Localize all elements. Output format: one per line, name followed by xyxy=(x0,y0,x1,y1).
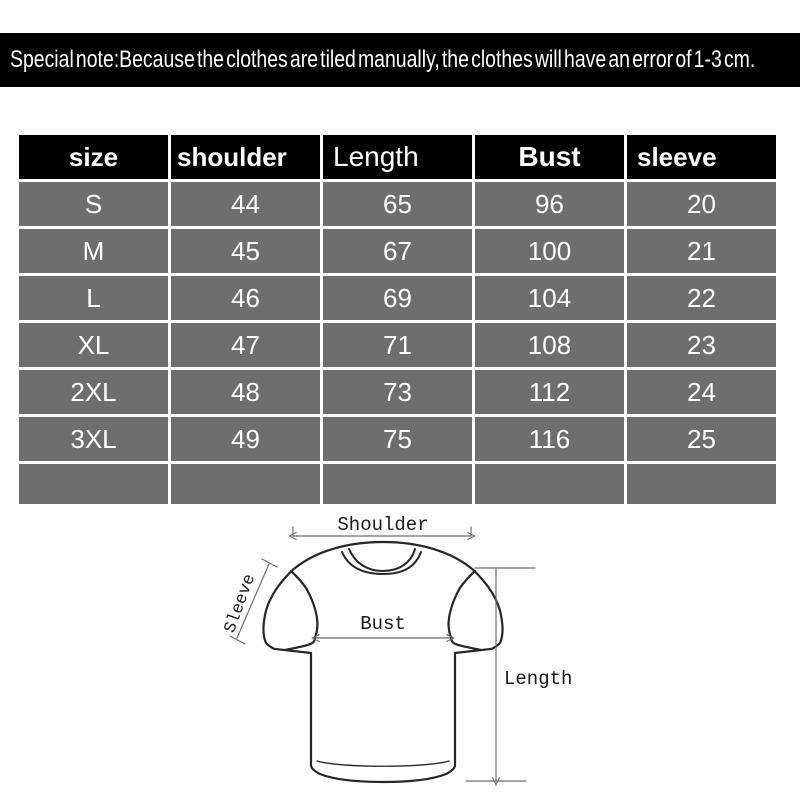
svg-text:Shoulder: Shoulder xyxy=(337,514,428,536)
svg-text:Sleeve: Sleeve xyxy=(221,572,260,636)
svg-text:Length: Length xyxy=(504,668,572,690)
svg-text:Bust: Bust xyxy=(360,613,406,635)
